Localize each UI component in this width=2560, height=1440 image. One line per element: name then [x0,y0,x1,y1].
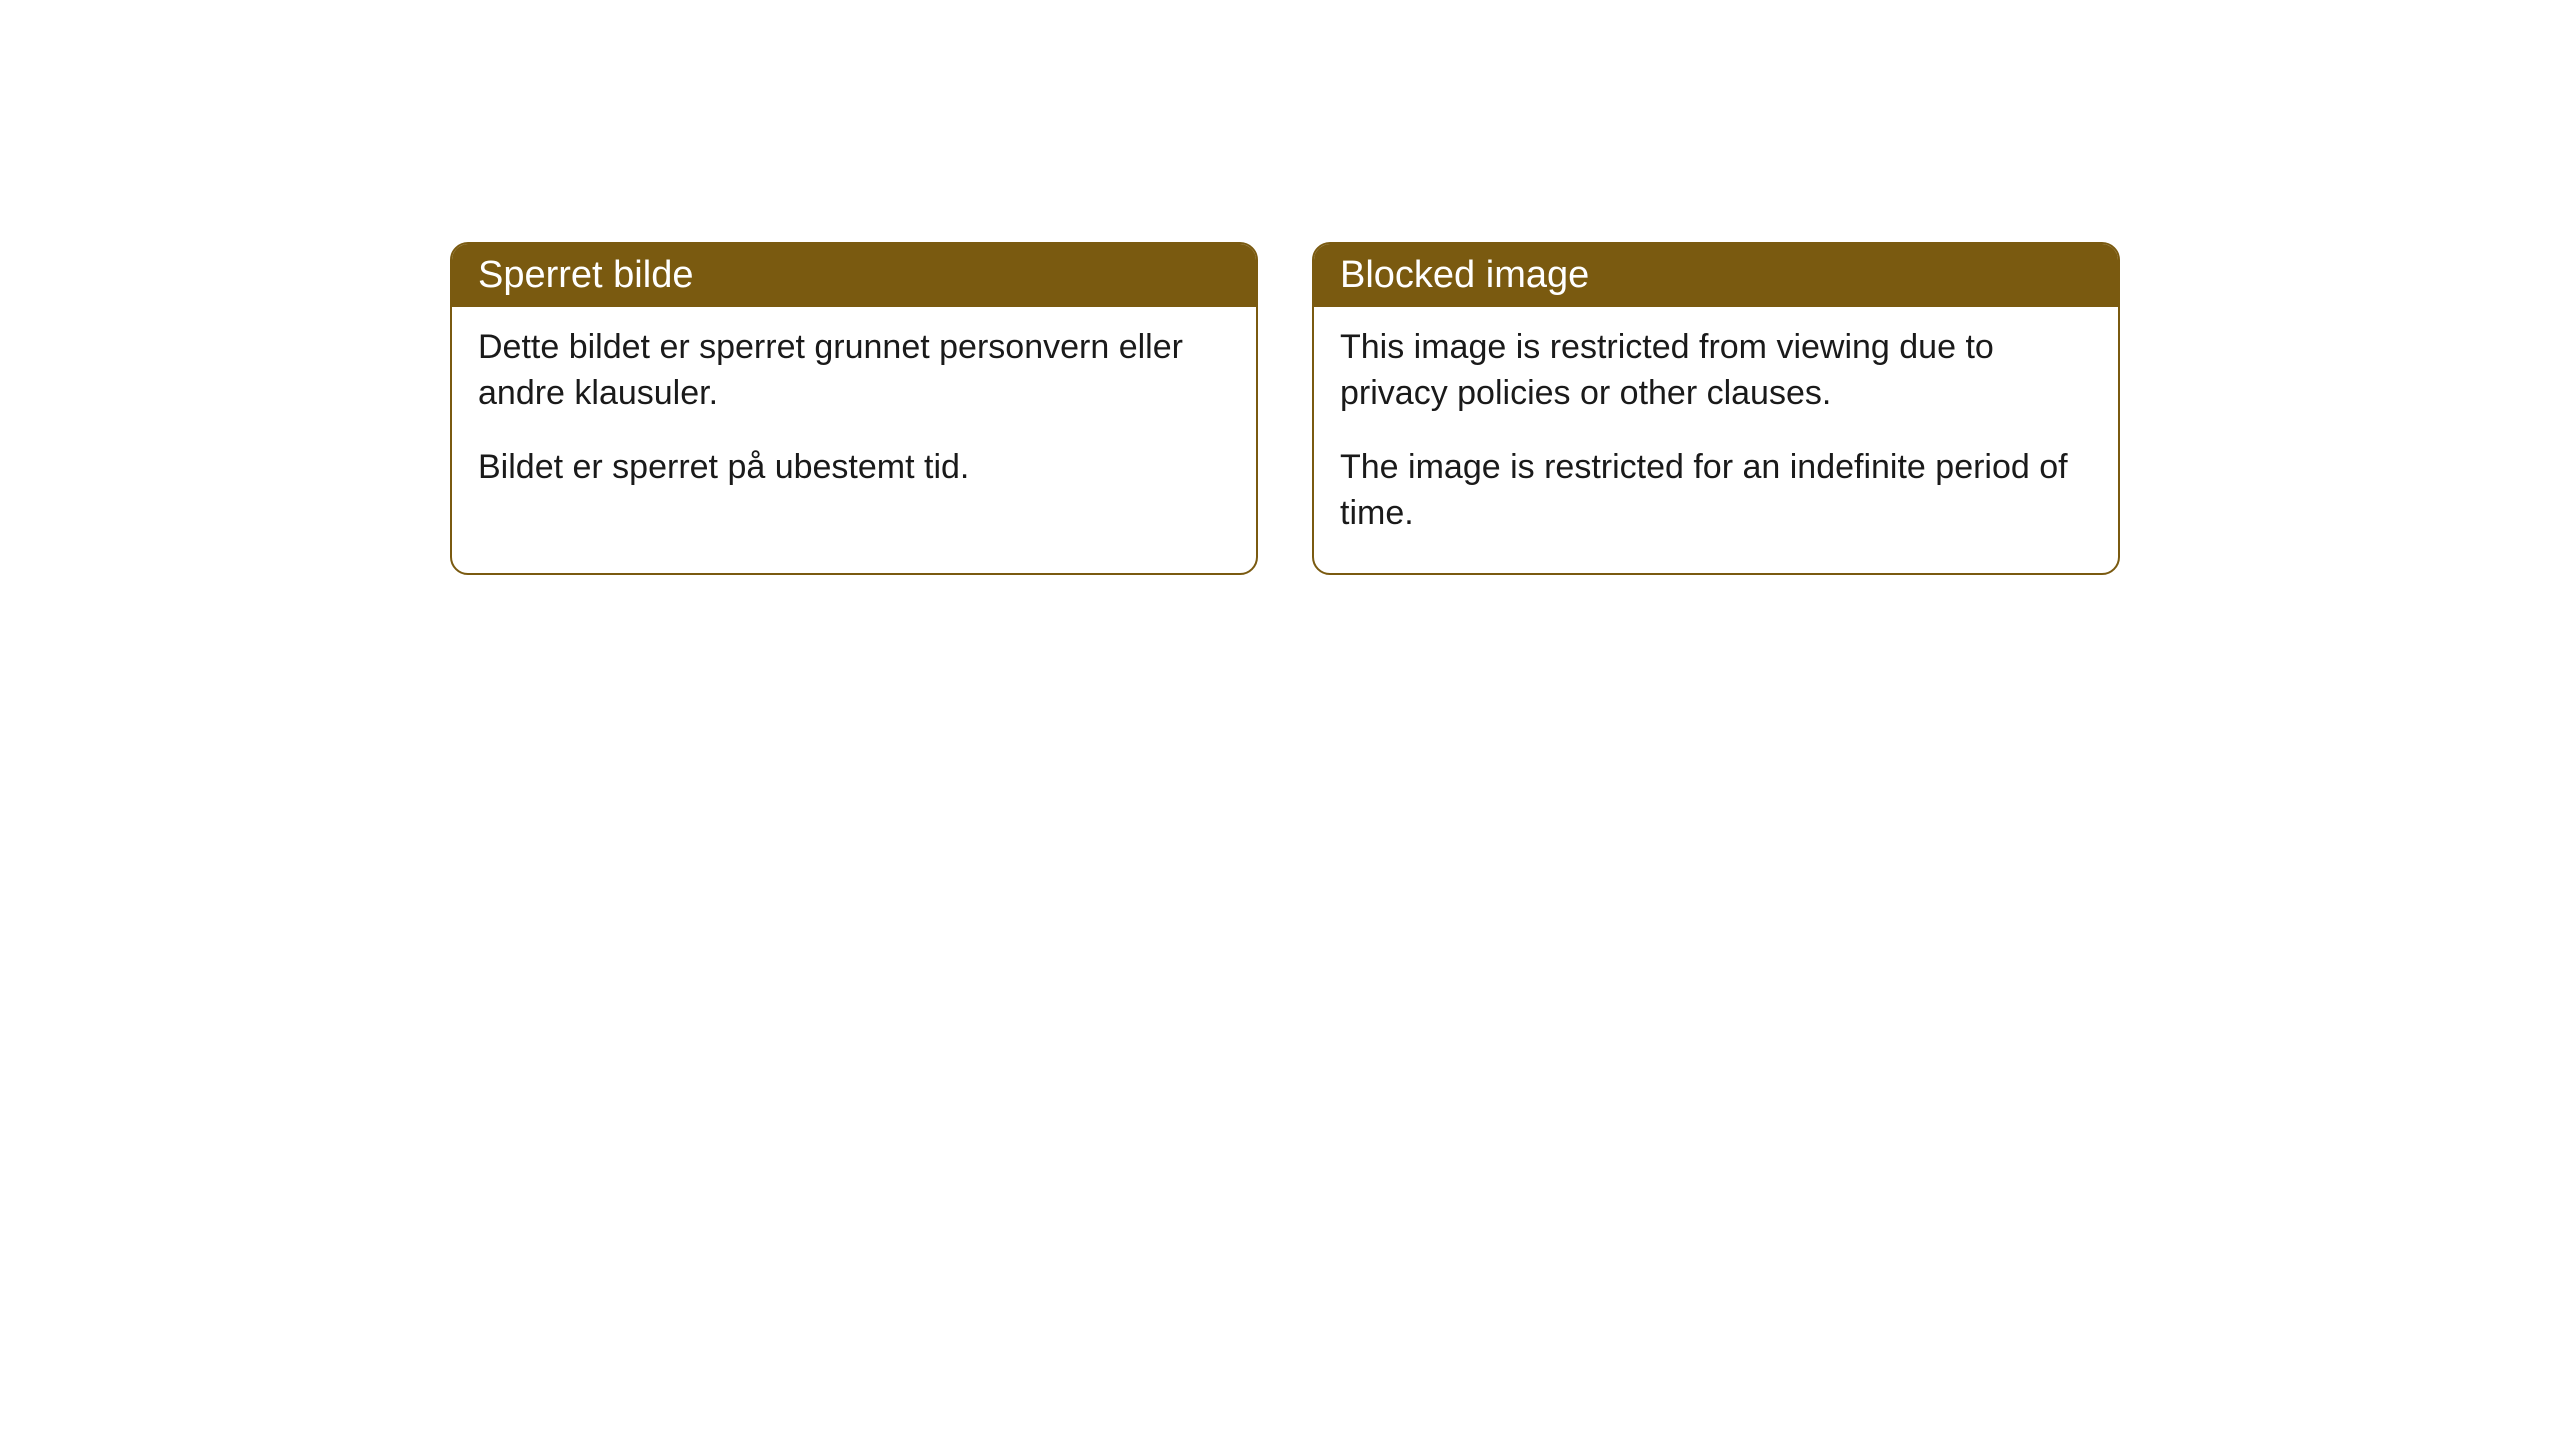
card-paragraph: Bildet er sperret på ubestemt tid. [478,445,1230,491]
card-body-english: This image is restricted from viewing du… [1314,307,2118,573]
card-paragraph: Dette bildet er sperret grunnet personve… [478,325,1230,417]
card-header-english: Blocked image [1314,244,2118,307]
card-title: Sperret bilde [478,254,693,296]
card-paragraph: The image is restricted for an indefinit… [1340,445,2092,537]
card-paragraph: This image is restricted from viewing du… [1340,325,2092,417]
info-card-norwegian: Sperret bilde Dette bildet er sperret gr… [450,242,1258,575]
card-body-norwegian: Dette bildet er sperret grunnet personve… [452,307,1256,527]
card-header-norwegian: Sperret bilde [452,244,1256,307]
info-cards-container: Sperret bilde Dette bildet er sperret gr… [450,242,2120,575]
info-card-english: Blocked image This image is restricted f… [1312,242,2120,575]
card-title: Blocked image [1340,254,1589,296]
